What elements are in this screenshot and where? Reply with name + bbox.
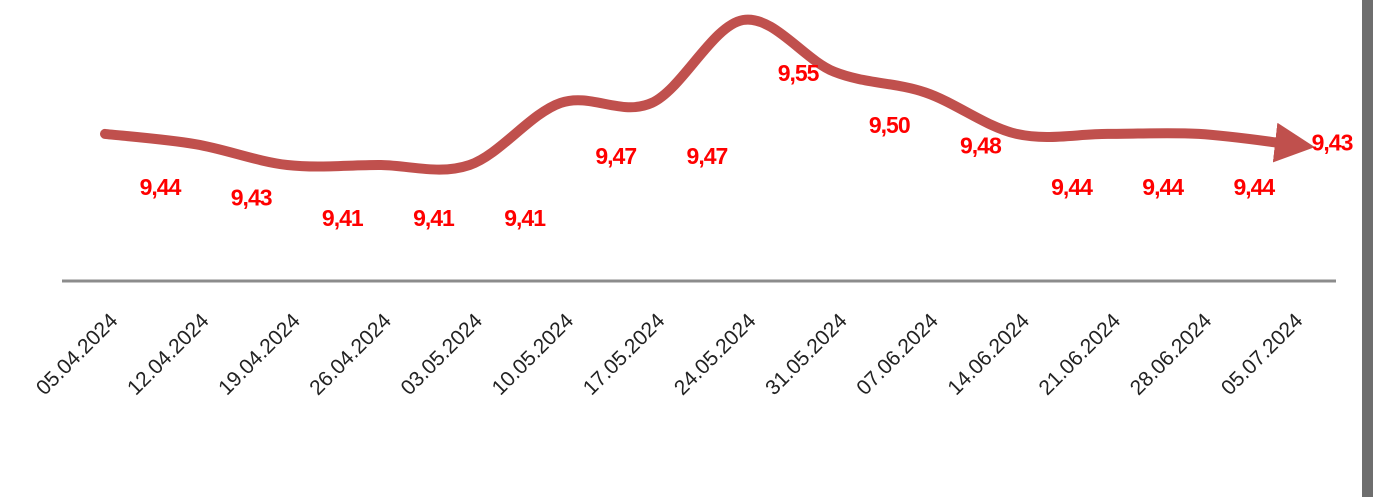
data-label: 9,44 [1051,174,1093,200]
data-label: 9,47 [595,143,636,169]
data-label: 9,41 [504,205,546,231]
data-label: 9,47 [687,143,728,169]
x-tick-label: 19.04.2024 [214,309,305,400]
x-tick-label: 14.06.2024 [943,309,1034,400]
x-tick-label: 07.06.2024 [852,309,943,400]
x-tick-label: 31.05.2024 [761,309,852,400]
x-tick-label: 03.05.2024 [396,309,487,400]
x-tick-label: 17.05.2024 [579,309,670,400]
x-tick-label: 10.05.2024 [488,309,579,400]
data-label: 9,48 [960,133,1002,159]
right-border [1362,0,1373,497]
x-tick-label: 12.04.2024 [123,309,214,400]
x-tick-label: 05.04.2024 [32,309,123,400]
data-label: 9,55 [778,60,820,86]
data-label: 9,43 [1312,129,1353,155]
x-tick-label: 26.04.2024 [305,309,396,400]
data-label: 9,41 [322,205,364,231]
x-tick-label: 28.06.2024 [1126,309,1217,400]
x-tick-label: 05.07.2024 [1217,309,1308,400]
data-label: 9,44 [1142,174,1184,200]
data-label: 9,41 [413,205,455,231]
x-tick-label: 21.06.2024 [1035,309,1126,400]
x-tick-label: 24.05.2024 [670,309,761,400]
data-label: 9,43 [231,184,272,210]
data-label: 9,50 [869,112,910,138]
data-label: 9,44 [140,174,182,200]
line [100,14,1315,175]
data-label: 9,44 [1233,174,1275,200]
